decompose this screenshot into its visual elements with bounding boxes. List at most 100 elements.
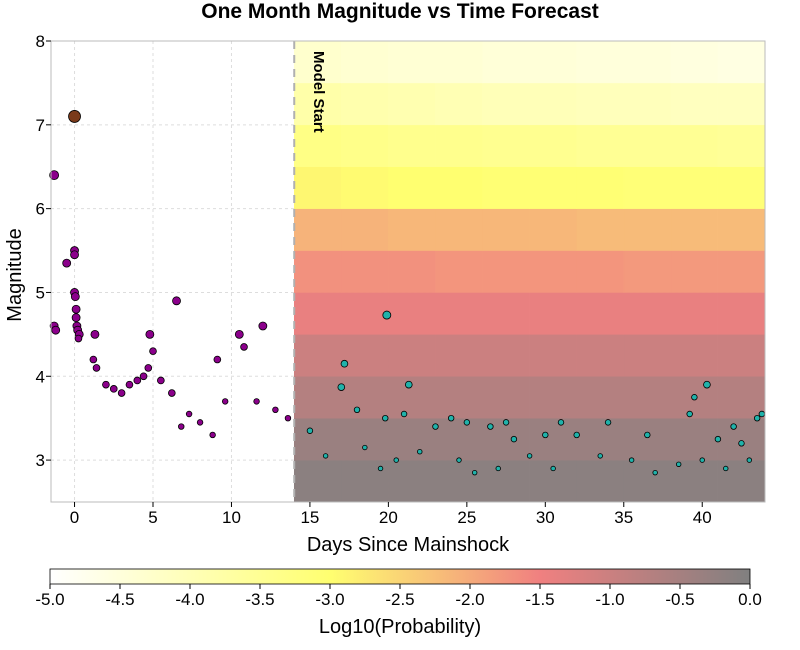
x-tick-label: 10 xyxy=(222,508,241,527)
earthquake-point xyxy=(70,292,80,302)
earthquake-point xyxy=(62,258,72,268)
earthquake-point xyxy=(675,461,682,467)
forecast-cell xyxy=(717,82,766,126)
forecast-cell xyxy=(482,166,530,209)
forecast-cell xyxy=(670,124,719,167)
forecast-cell xyxy=(529,292,577,335)
colorbar-tick-label: -4.0 xyxy=(175,590,204,609)
forecast-cell xyxy=(482,40,530,84)
forecast-cell xyxy=(435,250,483,293)
y-tick-label: 8 xyxy=(36,32,45,51)
points-layer xyxy=(49,110,766,476)
earthquake-point xyxy=(70,250,79,260)
earthquake-point xyxy=(109,385,118,393)
forecast-cell xyxy=(435,417,483,461)
earthquake-point xyxy=(172,296,181,306)
forecast-cell xyxy=(482,250,530,293)
earthquake-point xyxy=(542,431,549,439)
earthquake-point xyxy=(258,321,268,331)
earthquake-point xyxy=(185,410,193,418)
earthquake-point xyxy=(133,376,142,385)
earthquake-point xyxy=(758,410,766,418)
colorbar-tick-label: -1.0 xyxy=(595,590,624,609)
earthquake-point xyxy=(68,110,81,123)
earthquake-point xyxy=(502,419,510,426)
forecast-cell xyxy=(576,208,625,251)
colorbar-tick-label: -5.0 xyxy=(35,590,64,609)
forecast-heatmap xyxy=(293,40,766,503)
y-axis-label: Magnitude xyxy=(4,228,26,321)
x-axis-label: Days Since Mainshock xyxy=(307,534,510,556)
chart-title: One Month Magnitude vs Time Forecast xyxy=(201,0,599,23)
forecast-cell xyxy=(717,376,766,419)
earthquake-point xyxy=(157,376,165,385)
earthquake-point xyxy=(306,427,314,434)
forecast-cell xyxy=(435,40,483,84)
forecast-cell xyxy=(388,417,436,461)
earthquake-point xyxy=(738,440,745,447)
forecast-cell xyxy=(529,166,577,209)
earthquake-point xyxy=(71,304,81,314)
earthquake-point xyxy=(337,383,346,391)
forecast-cell xyxy=(341,376,389,419)
colorbar xyxy=(49,568,751,585)
forecast-cell xyxy=(717,124,766,167)
y-tick-label: 4 xyxy=(36,367,45,386)
forecast-cell xyxy=(529,376,577,419)
forecast-cell xyxy=(482,124,530,167)
earthquake-point xyxy=(102,380,110,389)
colorbar-tick-label: -2.5 xyxy=(385,590,414,609)
earthquake-point xyxy=(139,372,148,381)
earthquake-point xyxy=(730,423,737,430)
earthquake-point xyxy=(74,334,83,343)
forecast-cell xyxy=(293,376,342,419)
forecast-cell xyxy=(717,334,766,377)
forecast-cell xyxy=(293,208,342,251)
x-tick-label: 40 xyxy=(693,508,712,527)
forecast-cell xyxy=(293,292,342,335)
earthquake-point xyxy=(149,347,157,355)
colorbar-label: Log10(Probability) xyxy=(319,616,481,638)
forecast-cell xyxy=(341,166,389,209)
earthquake-point xyxy=(362,444,368,451)
earthquake-point xyxy=(573,431,580,439)
forecast-cell xyxy=(388,292,436,335)
forecast-cell xyxy=(293,417,342,461)
earthquake-point xyxy=(221,398,229,405)
earthquake-point xyxy=(272,406,279,413)
forecast-cell xyxy=(388,82,436,126)
earthquake-point xyxy=(92,364,101,372)
earthquake-point xyxy=(703,380,711,389)
forecast-cell xyxy=(576,459,625,503)
earthquake-point xyxy=(71,313,81,323)
forecast-cell xyxy=(670,417,719,461)
earthquake-point xyxy=(417,449,423,455)
forecast-cell xyxy=(623,334,672,377)
forecast-cell xyxy=(482,208,530,251)
earthquake-point xyxy=(753,414,761,422)
x-tick-label: 30 xyxy=(536,508,555,527)
earthquake-point xyxy=(487,423,494,430)
x-tick-label: 35 xyxy=(614,508,633,527)
forecast-cell xyxy=(670,334,719,377)
y-tick-label: 6 xyxy=(36,200,45,219)
earthquake-point xyxy=(382,414,389,422)
forecast-cell xyxy=(341,208,389,251)
earthquake-point xyxy=(463,419,471,426)
x-tick-label: 0 xyxy=(70,508,79,527)
forecast-cell xyxy=(341,292,389,335)
forecast-cell xyxy=(388,40,436,84)
forecast-cell xyxy=(529,208,577,251)
forecast-cell xyxy=(623,292,672,335)
forecast-cell xyxy=(670,166,719,209)
colorbar-tick-label: -3.0 xyxy=(315,590,344,609)
forecast-cell xyxy=(717,250,766,293)
forecast-cell xyxy=(435,124,483,167)
colorbar-tick-label: -4.5 xyxy=(105,590,134,609)
forecast-cell xyxy=(388,166,436,209)
earthquake-point xyxy=(209,431,216,439)
forecast-cell xyxy=(293,124,342,167)
y-tick-label: 7 xyxy=(36,116,45,135)
forecast-cell xyxy=(576,250,625,293)
